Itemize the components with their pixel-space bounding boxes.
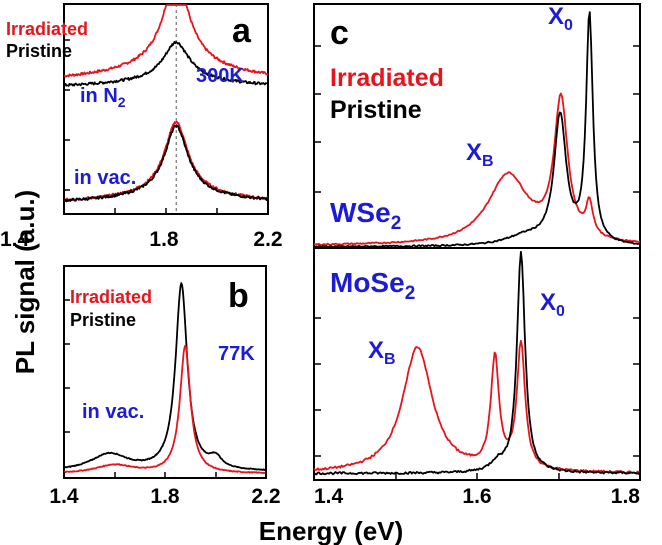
panel-c-wse2-x0-sub: 0 [564, 17, 573, 34]
panel-a-temperature: 300K [196, 65, 244, 87]
series-a-2 [63, 120, 269, 202]
panel-c-ticks [314, 45, 640, 480]
panel-c-wse2-xb-text: X [466, 139, 482, 166]
panel-b-legend-irradiated: Irradiated [70, 287, 152, 307]
panel-c-wse2-x0: X0 [548, 3, 573, 34]
panel-a-label-vac: in vac. [74, 167, 136, 189]
y-axis-label: PL signal (a.u.) [10, 190, 40, 374]
panel-c-mose2-xb-text: X [368, 337, 384, 364]
panel-a-xtick-3: 2.2 [253, 228, 282, 251]
series-c-WSe2-1 [314, 11, 640, 248]
panel-c-wse2-label-text: WSe [330, 197, 391, 228]
panel-c-xtick-1: 1.4 [314, 485, 344, 508]
panel-c-mose2-x0: X0 [540, 289, 565, 320]
panel-a-legend-irradiated: Irradiated [6, 19, 88, 39]
panel-c-mose2-xb-sub: B [384, 351, 396, 368]
panel-b-xtick-2: 1.8 [150, 485, 180, 508]
panel-c-mose2-x0-sub: 0 [556, 303, 565, 320]
series-a-3 [63, 124, 269, 203]
series-a-1 [63, 40, 269, 87]
panel-b-label-vac: in vac. [82, 401, 144, 423]
x-axis-label: Energy (eV) [259, 516, 404, 545]
panel-c-wse2-xb-sub: B [482, 153, 494, 170]
panel-c-mose2-curves [313, 250, 641, 476]
panel-c: c Irradiated Pristine X0 XB WSe2 MoSe2 X… [313, 3, 641, 508]
panel-c-legend-pristine: Pristine [330, 96, 422, 124]
panel-b-temperature: 77K [218, 343, 255, 365]
panel-a-letter: a [232, 12, 252, 50]
panel-c-wse2-xb: XB [466, 139, 494, 170]
panel-a-xtick-2: 1.8 [149, 228, 179, 251]
panel-a-label-n2-sub: 2 [118, 94, 126, 110]
series-c-MoSe2-1 [313, 250, 641, 476]
panel-b-xtick-3: 2.2 [251, 485, 280, 508]
panel-a-legend-pristine: Pristine [6, 41, 72, 61]
panel-c-mose2-label: MoSe2 [330, 267, 415, 304]
panel-c-xtick-2: 1.6 [462, 485, 491, 508]
series-c-MoSe2-0 [313, 339, 641, 475]
panel-c-mose2-label-text: MoSe [330, 267, 405, 298]
panel-b-xtick-1: 1.4 [49, 485, 79, 508]
panel-c-wse2-label-sub: 2 [391, 213, 402, 234]
series-a-0 [63, 4, 269, 78]
panel-b-legend-pristine: Pristine [70, 310, 136, 330]
panel-c-mose2-xb: XB [368, 337, 396, 368]
panel-c-mose2-x0-text: X [540, 289, 556, 316]
panel-a-curves [63, 4, 269, 203]
panel-a-ticks [63, 39, 269, 214]
panel-c-wse2-label: WSe2 [330, 197, 401, 234]
panel-c-wse2-curves [313, 11, 641, 248]
panel-c-legend-irradiated: Irradiated [330, 64, 444, 92]
panel-c-xtick-3: 1.8 [611, 485, 641, 508]
panel-a-xtick-1: 1.4 [0, 228, 30, 251]
panel-a-label-n2-text: in N [80, 85, 118, 107]
series-c-WSe2-0 [313, 92, 641, 246]
panel-b-ticks [63, 299, 267, 478]
panel-c-letter: c [330, 14, 349, 52]
panel-b-letter: b [228, 277, 249, 315]
panel-a-label-n2: in N2 [80, 85, 126, 110]
series-b-0 [63, 282, 267, 471]
panel-b: Irradiated Pristine b 77K in vac. 1.4 1.… [49, 265, 281, 508]
panel-b-curves [63, 282, 267, 474]
series-b-1 [63, 344, 267, 474]
panel-a: Irradiated Pristine a 300K in N2 in vac.… [0, 3, 283, 251]
panel-c-wse2-x0-text: X [548, 3, 564, 30]
panel-c-mose2-label-sub: 2 [405, 283, 416, 304]
